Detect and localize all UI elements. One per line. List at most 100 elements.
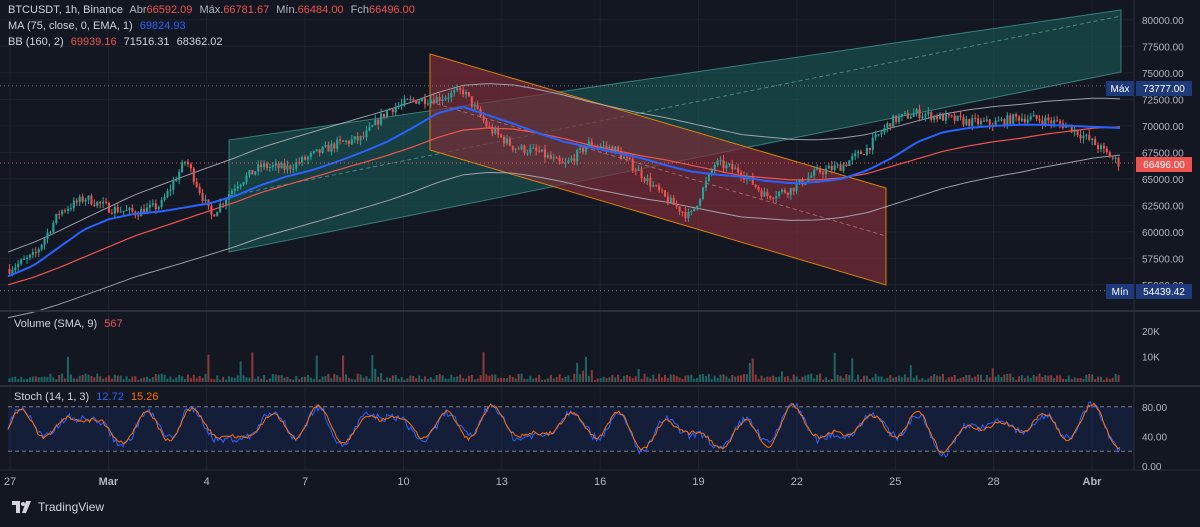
time-axis[interactable]: 27 Mar 4 7 10 13 16 19 22 25 28 Abr xyxy=(4,476,1102,488)
candle xyxy=(675,200,678,209)
volume-bar xyxy=(359,374,362,382)
volume-bar xyxy=(119,375,122,382)
candle xyxy=(511,145,514,153)
ema-line xyxy=(7,106,1121,278)
min-badge-bg xyxy=(1106,284,1134,299)
candle xyxy=(315,149,318,152)
candle xyxy=(1038,114,1041,124)
candle xyxy=(377,118,380,130)
volume-bar xyxy=(1020,375,1023,382)
candle xyxy=(58,210,61,220)
volume-bar xyxy=(394,374,397,382)
volume-bar xyxy=(731,375,734,382)
volume-bar xyxy=(227,376,230,382)
candle xyxy=(274,159,277,171)
volume-bar xyxy=(216,375,219,382)
volume-bar xyxy=(327,374,330,382)
bb-upper-value: 71516.31 xyxy=(123,36,170,48)
ma-legend[interactable]: MA (75, close, 0, EMA, 1) 69824.93 xyxy=(8,18,419,34)
candle xyxy=(494,125,497,135)
volume-bar xyxy=(494,374,497,382)
candle xyxy=(254,170,257,176)
volume-bar xyxy=(994,376,997,382)
candle xyxy=(778,191,781,199)
volume-legend[interactable]: Volume (SMA, 9) 567 xyxy=(14,316,127,332)
candle xyxy=(52,220,55,234)
volume-bar xyxy=(687,375,690,382)
volume-bars xyxy=(8,352,1120,382)
candle xyxy=(520,144,523,151)
candle xyxy=(936,113,939,123)
volume-bar xyxy=(102,378,105,382)
candle xyxy=(634,167,637,176)
candle xyxy=(1091,137,1094,146)
volume-bar xyxy=(508,375,511,382)
candle xyxy=(810,172,813,179)
candle xyxy=(301,155,304,167)
candle xyxy=(415,99,418,105)
candle xyxy=(1076,129,1079,138)
candle xyxy=(233,184,236,196)
price-tick-label: 62500.00 xyxy=(1142,201,1184,212)
volume-bar xyxy=(248,377,251,382)
candle xyxy=(342,140,345,142)
stoch-legend[interactable]: Stoch (14, 1, 3) 12.72 15.26 xyxy=(14,389,162,405)
volume-bar xyxy=(500,377,503,382)
volume-bar xyxy=(479,375,482,382)
moving-average-line xyxy=(7,106,1121,278)
volume-bar xyxy=(385,377,388,382)
candle xyxy=(877,133,880,137)
volume-bar xyxy=(260,378,263,382)
volume-bar xyxy=(608,377,611,382)
main-legend: BTCUSDT, 1h, Binance Abr66592.09 Máx.667… xyxy=(8,2,419,50)
candle xyxy=(423,93,427,109)
candle xyxy=(898,113,901,125)
volume-bar xyxy=(286,376,289,382)
volume-bar xyxy=(631,378,634,382)
time-tick-label: 4 xyxy=(204,476,210,488)
volume-bar xyxy=(596,378,599,382)
volume-bar xyxy=(66,356,70,382)
min-value-badge xyxy=(1136,284,1192,299)
candle xyxy=(713,162,716,175)
price-tick-label: 70000.00 xyxy=(1142,122,1184,133)
volume-bar xyxy=(342,355,345,382)
volume-bar xyxy=(558,374,561,382)
volume-bar xyxy=(751,358,754,382)
tradingview-brand[interactable]: TradingView xyxy=(12,500,104,514)
volume-bar xyxy=(740,375,743,382)
volume-bar xyxy=(874,373,877,382)
candle xyxy=(365,126,368,142)
volume-bar xyxy=(1018,376,1021,382)
bb-label: BB (160, 2) xyxy=(8,36,64,48)
volume-bar xyxy=(628,376,631,382)
candle xyxy=(339,135,342,145)
price-tick-label: 57500.00 xyxy=(1142,254,1184,265)
volume-axis[interactable]: 20K 10K xyxy=(1142,327,1160,364)
candle xyxy=(974,113,977,123)
volume-bar xyxy=(561,378,564,382)
volume-bar xyxy=(61,373,64,382)
candle xyxy=(37,247,40,257)
volume-bar xyxy=(403,379,406,382)
stoch-axis[interactable]: 80.00 40.00 0.00 xyxy=(1142,403,1167,473)
price-tick-label: 77500.00 xyxy=(1142,42,1184,53)
candle xyxy=(740,169,743,182)
candle xyxy=(1012,113,1015,125)
volume-bar xyxy=(950,376,953,382)
candle xyxy=(125,205,128,211)
volume-bar xyxy=(350,379,353,382)
candle xyxy=(368,122,371,132)
volume-bar xyxy=(839,375,842,382)
candle xyxy=(128,206,131,216)
candle xyxy=(666,192,669,206)
candle xyxy=(497,125,500,138)
volume-bar xyxy=(678,377,681,382)
volume-bar xyxy=(836,374,839,382)
volume-bar xyxy=(166,378,169,382)
bb-legend[interactable]: BB (160, 2) 69939.16 71516.31 68362.02 xyxy=(8,34,419,50)
candle xyxy=(210,201,213,220)
volume-bar xyxy=(99,376,102,382)
symbol-label[interactable]: BTCUSDT, 1h, Binance xyxy=(8,4,123,16)
